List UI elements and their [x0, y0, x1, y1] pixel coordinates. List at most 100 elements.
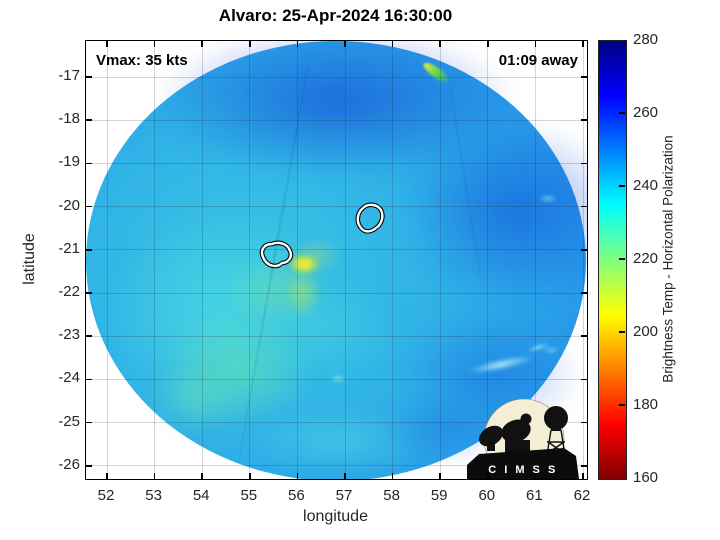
colorbar-title: Brightness Temp - Horizontal Polarizatio… — [660, 135, 676, 383]
y-tick-label: -17 — [58, 67, 80, 84]
x-gridline — [106, 41, 108, 479]
axis-tick — [391, 473, 394, 479]
axis-tick — [439, 41, 441, 47]
axis-tick — [581, 335, 587, 337]
x-gridline — [487, 41, 489, 479]
axis-tick — [86, 205, 92, 208]
axis-tick — [581, 205, 587, 208]
colorbar-tick-label: 160 — [633, 469, 659, 486]
axis-tick — [86, 335, 92, 337]
axis-tick — [249, 41, 251, 47]
plot-title: Alvaro: 25-Apr-2024 16:30:00 — [218, 6, 453, 25]
y-tick-label: -23 — [58, 326, 80, 344]
colorbar — [598, 40, 627, 480]
axis-tick — [581, 292, 587, 294]
logo-dish-antennas — [478, 413, 532, 453]
x-tick-label: 52 — [97, 487, 115, 504]
time-to-observation-annotation: 01:09 away — [498, 52, 578, 69]
y-axis-label: latitude — [21, 233, 38, 285]
y-gridline — [86, 335, 587, 337]
y-tick-label: -26 — [58, 455, 80, 473]
x-tick-label: 56 — [288, 487, 305, 504]
x-tick-label: 59 — [430, 487, 448, 504]
colorbar-tick-label: 260 — [633, 104, 659, 121]
axis-tick — [296, 41, 299, 47]
colorbar-tick-label: 200 — [633, 323, 659, 340]
axis-tick — [86, 378, 92, 381]
colorbar-tick-label: 220 — [633, 250, 659, 267]
axis-tick — [581, 119, 587, 121]
y-tick-label: -18 — [58, 110, 80, 128]
shade-bottom-cyan — [221, 396, 461, 479]
x-tick-label: 62 — [573, 487, 591, 504]
y-gridline — [86, 465, 587, 467]
y-tick-label: -19 — [58, 153, 80, 171]
colorbar-tick — [619, 258, 625, 260]
colorbar-tick — [619, 185, 625, 187]
x-tick-label: 58 — [383, 487, 400, 504]
y-gridline — [86, 422, 587, 424]
axis-tick — [86, 292, 92, 294]
x-axis-label: longitude — [303, 508, 368, 525]
colorbar-tick-label: 180 — [633, 396, 659, 413]
x-tick-label: 61 — [526, 487, 543, 504]
x-gridline — [249, 41, 251, 479]
axis-tick — [296, 473, 299, 479]
edge-cyan-1 — [537, 192, 559, 204]
y-gridline — [86, 378, 587, 380]
cold-dot — [329, 372, 347, 384]
x-tick-label: 57 — [335, 487, 353, 504]
x-gridline — [201, 41, 203, 479]
x-gridline — [154, 41, 156, 479]
colorbar-tick — [619, 112, 625, 114]
logo-text: C I M S S — [488, 464, 558, 476]
x-tick-label: 54 — [192, 487, 210, 504]
axis-tick — [487, 473, 489, 479]
colorbar-tick-label: 240 — [633, 177, 659, 194]
y-tick-label: -21 — [58, 239, 80, 257]
x-gridline — [582, 41, 584, 479]
y-gridline — [86, 162, 587, 164]
axis-tick — [534, 473, 537, 479]
axis-tick — [581, 76, 587, 78]
axis-tick — [249, 473, 251, 479]
axis-tick — [86, 162, 92, 165]
axis-tick — [581, 162, 587, 165]
axis-tick — [439, 473, 441, 479]
axis-tick — [344, 41, 346, 47]
y-tick-label: -25 — [58, 412, 80, 430]
y-gridline — [86, 119, 587, 121]
x-tick-label: 55 — [240, 487, 258, 504]
shade-sw-green-3 — [129, 351, 259, 451]
axis-tick — [581, 249, 587, 251]
y-gridline — [86, 249, 587, 251]
y-gridline — [86, 206, 587, 208]
vmax-annotation: Vmax: 35 kts — [96, 52, 188, 69]
axis-tick — [581, 421, 587, 424]
axis-tick — [86, 76, 92, 78]
y-gridline — [86, 76, 587, 78]
axis-tick — [86, 249, 92, 251]
colorbar-tick — [619, 331, 625, 333]
colorbar-tick-label: 280 — [633, 31, 659, 48]
x-tick-label: 60 — [478, 487, 496, 504]
axis-tick — [582, 473, 584, 479]
y-tick-label: -22 — [58, 283, 80, 300]
axis-tick — [86, 421, 92, 424]
logo-banner — [467, 448, 579, 479]
cimss-logo: C I M S S — [467, 398, 579, 479]
edge-cyan-2 — [541, 345, 561, 355]
plot-area: C I M S S Vmax: 35 kts 01:09 away — [85, 40, 588, 480]
x-tick-label: 53 — [145, 487, 162, 504]
axis-tick — [106, 473, 108, 479]
axis-tick — [86, 119, 92, 121]
axis-tick — [344, 473, 346, 479]
x-gridline — [534, 41, 536, 479]
warm-spot-core — [287, 252, 321, 276]
axis-tick — [487, 41, 489, 47]
y-tick-label: -24 — [58, 369, 80, 387]
x-gridline — [439, 41, 441, 479]
colorbar-tick — [619, 404, 625, 406]
axis-tick — [582, 41, 584, 47]
